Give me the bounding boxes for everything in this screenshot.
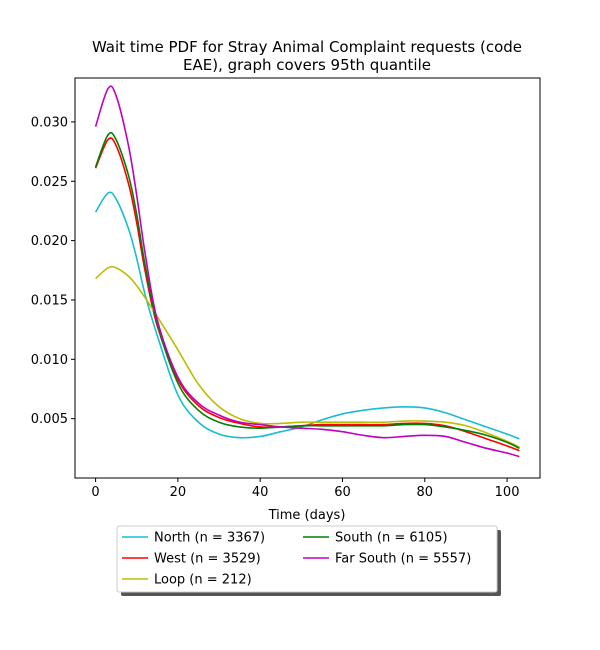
y-tick-label: 0.015 bbox=[31, 293, 68, 308]
y-tick-label: 0.030 bbox=[31, 115, 68, 130]
series-line-3 bbox=[95, 265, 520, 448]
legend-label-3: Loop (n = 212) bbox=[154, 573, 252, 588]
y-tick-label: 0.010 bbox=[31, 353, 68, 368]
chart-title-line-2: EAE), graph covers 95th quantile bbox=[183, 56, 431, 74]
x-tick-label: 40 bbox=[252, 485, 269, 500]
legend-box bbox=[116, 525, 498, 593]
x-tick-label: 0 bbox=[91, 485, 99, 500]
legend-label-4: South (n = 6105) bbox=[335, 531, 448, 546]
chart-title-line-1: Wait time PDF for Stray Animal Complaint… bbox=[92, 38, 522, 56]
series-line-4 bbox=[94, 131, 520, 450]
x-axis-label: Time (days) bbox=[268, 508, 346, 523]
y-tick-label: 0.020 bbox=[31, 234, 68, 249]
series-line-5 bbox=[94, 85, 520, 458]
x-tick-label: 80 bbox=[417, 485, 434, 500]
series-line-1 bbox=[94, 191, 520, 440]
legend: North (n = 3367) West (n = 3529) Loop (n =… bbox=[116, 525, 501, 596]
y-axis: 0.005 0.010 0.015 0.020 0.025 0.030 bbox=[31, 115, 75, 427]
legend-label-1: North (n = 3367) bbox=[154, 531, 265, 546]
plot-lines bbox=[94, 85, 520, 458]
y-tick-label: 0.005 bbox=[31, 412, 68, 427]
legend-label-2: West (n = 3529) bbox=[154, 552, 261, 567]
y-tick-label: 0.025 bbox=[31, 175, 68, 190]
legend-label-5: Far South (n = 5557) bbox=[335, 552, 471, 567]
x-axis: 0 20 40 60 80 100 bbox=[91, 478, 519, 500]
plot-area-frame bbox=[74, 77, 541, 479]
x-tick-label: 20 bbox=[170, 485, 187, 500]
series-line-2 bbox=[94, 137, 520, 452]
x-tick-label: 60 bbox=[334, 485, 351, 500]
legend-entries: North (n = 3367) West (n = 3529) Loop (n =… bbox=[122, 531, 471, 588]
x-tick-label: 100 bbox=[495, 485, 520, 500]
